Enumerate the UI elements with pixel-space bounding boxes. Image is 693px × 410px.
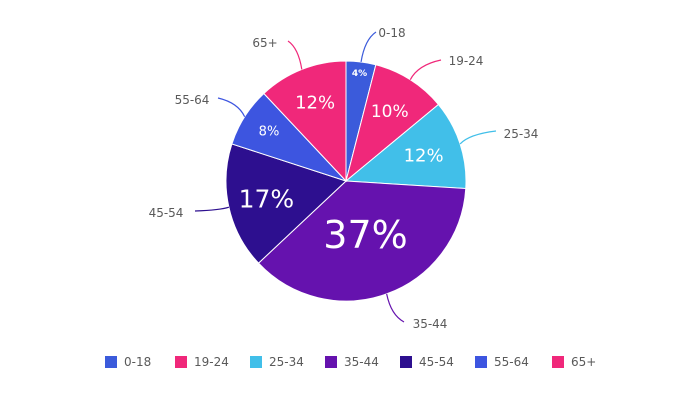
category-label: 25-34 bbox=[504, 127, 539, 141]
legend-item-65+[interactable]: 65+ bbox=[552, 355, 596, 369]
legend-swatch bbox=[105, 356, 117, 368]
category-label: 0-18 bbox=[378, 26, 405, 40]
legend-label: 35-44 bbox=[344, 355, 379, 369]
connector-line bbox=[217, 97, 246, 117]
legend-label: 0-18 bbox=[124, 355, 151, 369]
legend-label: 19-24 bbox=[194, 355, 229, 369]
connector-line bbox=[409, 59, 442, 80]
legend-label: 55-64 bbox=[494, 355, 529, 369]
label-connectors bbox=[194, 31, 497, 323]
slice-value-label: 4% bbox=[352, 69, 367, 79]
pie-slice-35-44[interactable] bbox=[257, 180, 467, 302]
slice-value-label: 12% bbox=[295, 92, 335, 113]
legend-swatch bbox=[552, 356, 564, 368]
legend-swatch bbox=[325, 356, 337, 368]
legend-item-0-18[interactable]: 0-18 bbox=[105, 355, 151, 369]
slice-value-label: 17% bbox=[239, 184, 295, 213]
pie-slice-45-54[interactable] bbox=[225, 143, 347, 264]
slice-value-labels: 4% 10% 12% 37% 17% 8% 12% bbox=[239, 69, 444, 257]
connector-line bbox=[459, 130, 497, 145]
legend-item-45-54[interactable]: 45-54 bbox=[400, 355, 454, 369]
legend-swatch bbox=[400, 356, 412, 368]
category-label: 45-54 bbox=[149, 206, 184, 220]
category-label: 65+ bbox=[252, 36, 277, 50]
legend-item-25-34[interactable]: 25-34 bbox=[250, 355, 304, 369]
slice-value-label: 10% bbox=[371, 102, 409, 122]
category-labels: 0-18 19-24 25-34 35-44 45-54 55-64 65+ bbox=[149, 26, 539, 331]
legend-item-55-64[interactable]: 55-64 bbox=[475, 355, 529, 369]
legend-swatch bbox=[475, 356, 487, 368]
slice-value-label: 12% bbox=[404, 145, 444, 166]
legend[interactable]: 0-18 19-24 25-34 35-44 45-54 55-64 65+ bbox=[105, 355, 596, 369]
legend-label: 45-54 bbox=[419, 355, 454, 369]
connector-line bbox=[360, 31, 377, 63]
pie-slices bbox=[225, 60, 467, 302]
category-label: 35-44 bbox=[413, 317, 448, 331]
connector-line bbox=[194, 206, 230, 212]
legend-label: 25-34 bbox=[269, 355, 304, 369]
category-label: 19-24 bbox=[449, 54, 484, 68]
legend-item-19-24[interactable]: 19-24 bbox=[175, 355, 229, 369]
legend-item-35-44[interactable]: 35-44 bbox=[325, 355, 379, 369]
slice-value-label: 37% bbox=[323, 213, 407, 257]
legend-label: 65+ bbox=[571, 355, 596, 369]
slice-value-label: 8% bbox=[259, 125, 280, 140]
legend-swatch bbox=[250, 356, 262, 368]
category-label: 55-64 bbox=[175, 93, 210, 107]
connector-line bbox=[287, 40, 303, 70]
legend-swatch bbox=[175, 356, 187, 368]
connector-line bbox=[386, 293, 405, 323]
pie-slice-19-24[interactable] bbox=[345, 64, 440, 183]
